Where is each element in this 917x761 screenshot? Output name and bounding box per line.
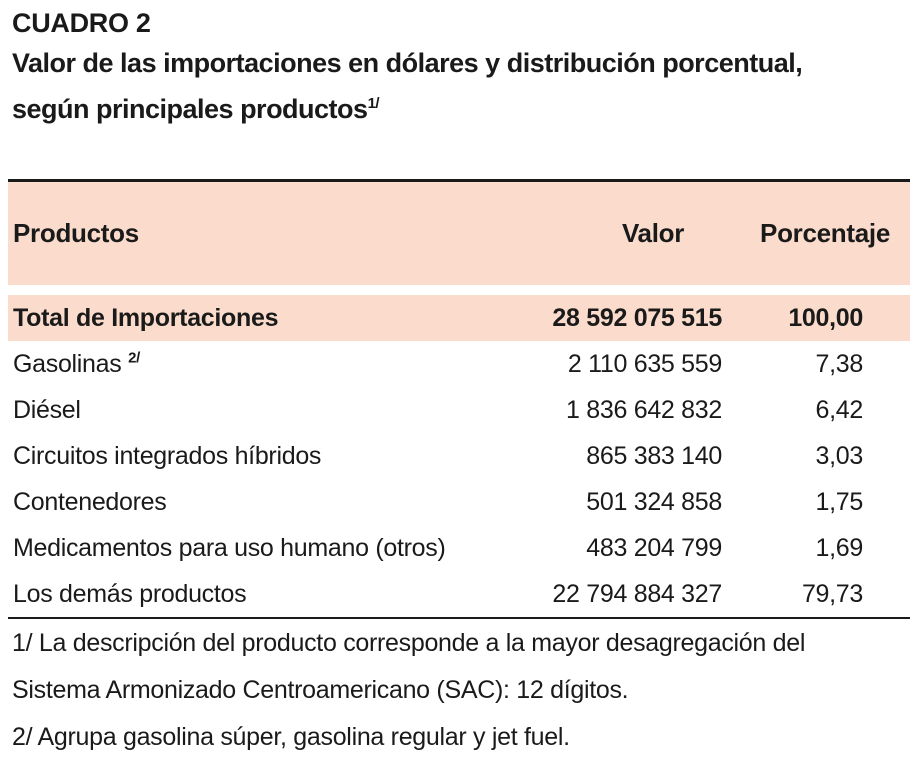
title-footnote-marker: 1/ xyxy=(367,95,380,112)
table-row: Los demás productos 22 794 884 327 79,73 xyxy=(8,571,910,619)
header-products: Productos xyxy=(8,179,508,285)
row-name: Diésel xyxy=(13,395,81,424)
footnote-1-line-2: Sistema Armonizado Centroamericano (SAC)… xyxy=(12,676,629,704)
footnote-2: 2/ Agrupa gasolina súper, gasolina regul… xyxy=(12,723,570,751)
row-percent: 1,75 xyxy=(815,487,864,516)
row-percent: 1,69 xyxy=(815,533,864,562)
row-name-cell: Gasolinas 2/ xyxy=(8,341,508,387)
table-row: Circuitos integrados híbridos 865 383 14… xyxy=(8,433,910,479)
document-heading: CUADRO 2 Valor de las importaciones en d… xyxy=(12,6,902,132)
row-value: 1 836 642 832 xyxy=(566,395,722,424)
table-title-line-1: Valor de las importaciones en dólares y … xyxy=(12,48,803,78)
row-value: 483 204 799 xyxy=(586,533,722,562)
header-percent: Porcentaje xyxy=(728,179,910,285)
total-name: Total de Importaciones xyxy=(8,295,508,341)
row-value: 501 324 858 xyxy=(586,487,722,516)
row-percent: 7,38 xyxy=(815,349,864,378)
table-label: CUADRO 2 xyxy=(12,8,151,38)
row-name: Circuitos integrados híbridos xyxy=(13,441,322,470)
table-row: Medicamentos para uso humano (otros) 483… xyxy=(8,525,910,571)
imports-table-container: Productos Valor Porcentaje Total de Impo… xyxy=(8,179,910,619)
table-title-line-2: según principales productos1/ xyxy=(12,86,902,132)
header-value: Valor xyxy=(508,179,728,285)
row-value: 2 110 635 559 xyxy=(567,349,722,378)
table-row: Contenedores 501 324 858 1,75 xyxy=(8,479,910,525)
total-row: Total de Importaciones 28 592 075 515 10… xyxy=(8,295,910,341)
footnote-1-line-1: 1/ La descripción del producto correspon… xyxy=(12,629,806,657)
row-value: 865 383 140 xyxy=(586,441,722,470)
row-percent: 3,03 xyxy=(815,441,864,470)
table-header-row: Productos Valor Porcentaje xyxy=(8,179,910,285)
row-name: Contenedores xyxy=(13,487,167,516)
row-name: Gasolinas xyxy=(13,349,122,378)
table-title-text: según principales productos xyxy=(12,94,368,124)
imports-table: Productos Valor Porcentaje Total de Impo… xyxy=(8,179,910,619)
table-row: Diésel 1 836 642 832 6,42 xyxy=(8,387,910,433)
total-percent: 100,00 xyxy=(728,295,910,341)
row-footnote-marker: 2/ xyxy=(128,349,141,367)
row-percent: 79,73 xyxy=(728,571,910,619)
row-name: Los demás productos xyxy=(8,571,508,619)
row-name: Medicamentos para uso humano (otros) xyxy=(13,533,446,562)
footnotes: 1/ La descripción del producto correspon… xyxy=(12,620,902,761)
header-spacer xyxy=(8,285,910,295)
row-percent: 6,42 xyxy=(815,395,864,424)
total-value: 28 592 075 515 xyxy=(508,295,728,341)
row-value: 22 794 884 327 xyxy=(508,571,728,619)
table-row: Gasolinas 2/ 2 110 635 559 7,38 xyxy=(8,341,910,387)
